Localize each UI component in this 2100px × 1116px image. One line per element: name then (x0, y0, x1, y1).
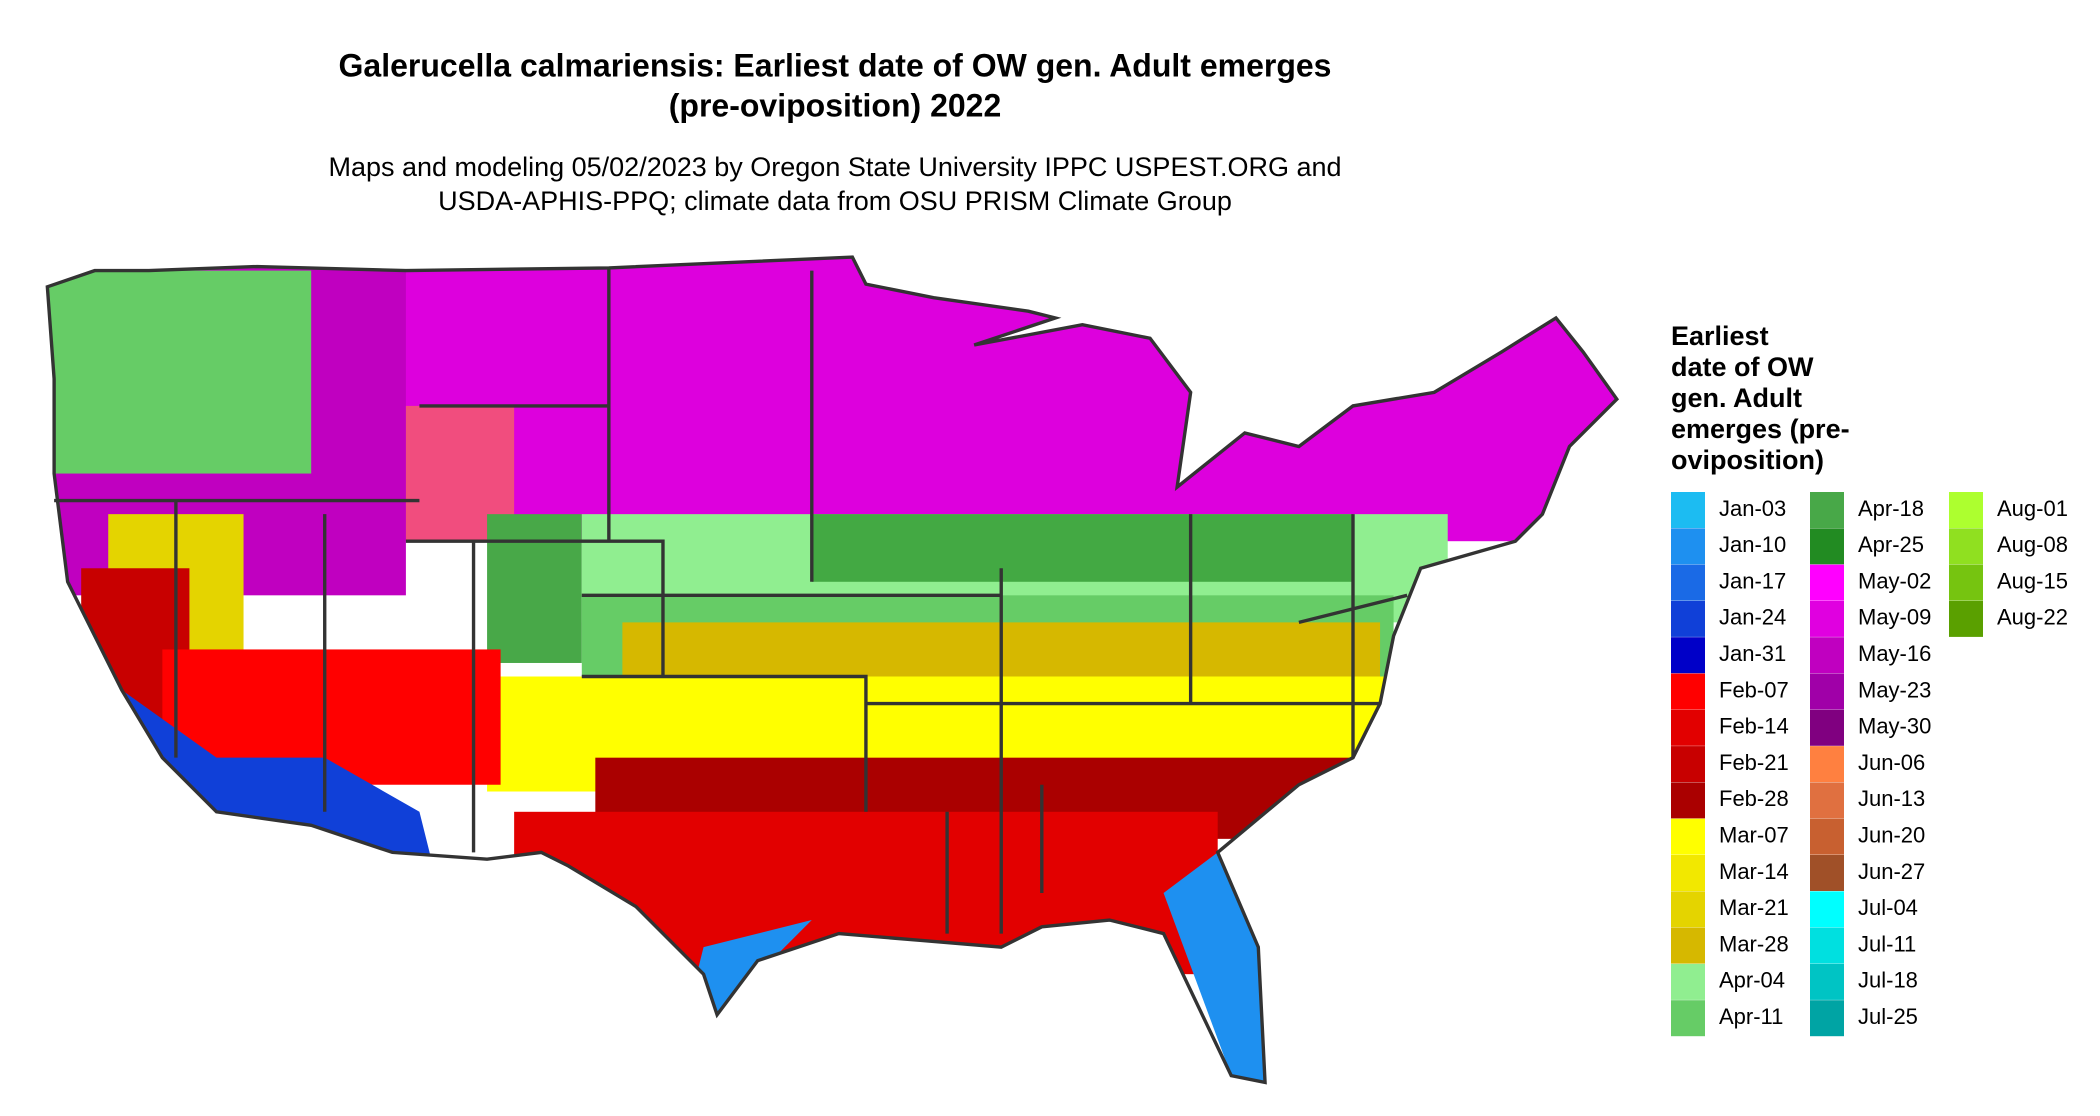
legend-swatch (1671, 927, 1705, 964)
legend-label: May-02 (1858, 568, 1931, 593)
legend-label: Jun-27 (1858, 859, 1925, 884)
subtitle: Maps and modeling 05/02/2023 by Oregon S… (328, 152, 1341, 182)
legend-label: Apr-18 (1858, 496, 1924, 521)
legend-label: Jul-18 (1858, 968, 1918, 993)
title: Galerucella calmariensis: Earliest date … (339, 47, 1332, 83)
legend-label: Jan-10 (1719, 532, 1786, 557)
legend-swatch (1949, 528, 1983, 565)
legend-label: Aug-08 (1997, 532, 2068, 557)
legend-swatch (1671, 855, 1705, 891)
legend-label: May-30 (1858, 714, 1931, 739)
legend-label: Feb-14 (1719, 714, 1789, 739)
legend-label: Apr-04 (1719, 968, 1785, 993)
legend-swatch (1671, 673, 1705, 710)
legend-swatch (1810, 782, 1844, 819)
legend-swatch (1810, 1000, 1844, 1037)
legend-label: Mar-07 (1719, 823, 1789, 848)
legend-swatch (1671, 1000, 1705, 1037)
legend-swatch (1949, 492, 1983, 528)
legend-label: Jul-04 (1858, 895, 1918, 920)
legend-swatch (1671, 963, 1705, 1000)
legend-swatch (1810, 746, 1844, 783)
legend-label: Jan-03 (1719, 496, 1786, 521)
legend-swatch (1810, 528, 1844, 565)
legend-label: Feb-28 (1719, 786, 1789, 811)
legend-label: May-23 (1858, 677, 1931, 702)
legend-title: date of OW (1671, 352, 1814, 382)
legend-swatch (1810, 564, 1844, 601)
legend-label: Apr-11 (1719, 1004, 1783, 1029)
legend-swatch (1810, 492, 1844, 528)
legend-title: emerges (pre- (1671, 414, 1850, 444)
legend-swatch (1671, 492, 1705, 528)
legend-swatch (1810, 600, 1844, 637)
legend-swatch (1810, 818, 1844, 855)
legend-title: oviposition) (1671, 445, 1824, 475)
legend-swatch (1810, 855, 1844, 891)
legend-swatch (1949, 600, 1983, 637)
legend-swatch (1671, 746, 1705, 783)
legend-swatch (1671, 564, 1705, 601)
legend-label: Jul-25 (1858, 1004, 1918, 1029)
legend-label: Aug-01 (1997, 496, 2068, 521)
legend-swatch (1671, 782, 1705, 819)
legend-label: Feb-21 (1719, 750, 1789, 775)
legend-swatch (1671, 709, 1705, 746)
legend-swatch (1810, 927, 1844, 964)
legend-swatch (1810, 673, 1844, 710)
legend-label: Jun-20 (1858, 823, 1925, 848)
legend-swatch (1671, 818, 1705, 855)
legend-swatch (1671, 600, 1705, 637)
legend-label: Feb-07 (1719, 677, 1789, 702)
legend-swatch (1949, 564, 1983, 601)
title: (pre-oviposition) 2022 (669, 87, 1002, 123)
legend-swatch (1810, 637, 1844, 674)
legend-swatch (1810, 709, 1844, 746)
legend-swatch (1810, 963, 1844, 1000)
legend-label: Jan-24 (1719, 605, 1786, 630)
legend-swatch (1671, 528, 1705, 565)
legend-label: Jan-17 (1719, 568, 1786, 593)
legend-title: Earliest (1671, 321, 1769, 351)
legend-label: May-09 (1858, 605, 1931, 630)
legend-label: Jul-11 (1858, 931, 1916, 956)
legend-title: gen. Adult (1671, 383, 1802, 413)
legend-label: Jun-13 (1858, 786, 1925, 811)
legend-label: Mar-14 (1719, 859, 1789, 884)
map (45, 255, 1620, 1085)
legend-label: Jun-06 (1858, 750, 1925, 775)
legend-label: Jan-31 (1719, 641, 1786, 666)
legend-label: Mar-21 (1719, 895, 1789, 920)
legend-label: Aug-22 (1997, 605, 2068, 630)
legend-label: Apr-25 (1858, 532, 1924, 557)
legend-swatch (1671, 891, 1705, 928)
legend-swatch (1810, 891, 1844, 928)
subtitle: USDA-APHIS-PPQ; climate data from OSU PR… (438, 186, 1232, 216)
legend-label: Aug-15 (1997, 568, 2068, 593)
legend-label: May-16 (1858, 641, 1931, 666)
legend-swatch (1671, 637, 1705, 674)
legend-label: Mar-28 (1719, 931, 1789, 956)
